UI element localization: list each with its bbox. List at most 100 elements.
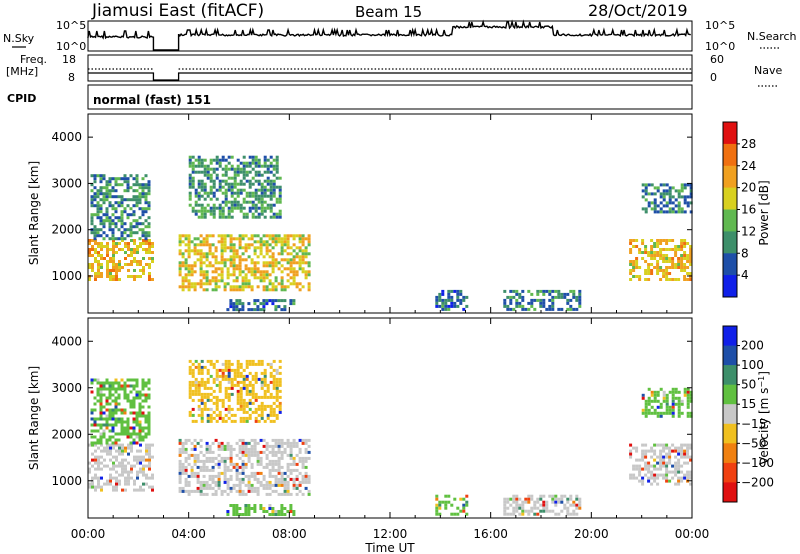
data-cell bbox=[578, 292, 582, 296]
data-cell bbox=[229, 261, 233, 265]
data-cell bbox=[269, 395, 273, 399]
data-cell bbox=[266, 179, 270, 183]
data-cell bbox=[99, 381, 103, 385]
data-cell bbox=[248, 413, 252, 417]
data-cell bbox=[99, 423, 103, 427]
data-cell bbox=[188, 368, 192, 372]
data-cell bbox=[117, 387, 121, 391]
data-cell bbox=[518, 301, 522, 305]
data-cell bbox=[268, 261, 272, 265]
data-cell bbox=[124, 449, 127, 453]
data-cell bbox=[126, 393, 130, 397]
data-cell bbox=[202, 252, 206, 256]
data-cell bbox=[220, 441, 224, 445]
nsearch-tick-bottom: 10^0 bbox=[705, 40, 735, 53]
data-cell bbox=[292, 249, 296, 253]
data-cell bbox=[263, 179, 267, 183]
data-cell bbox=[105, 195, 109, 199]
data-cell bbox=[247, 243, 251, 247]
data-cell bbox=[126, 417, 130, 421]
data-cell bbox=[465, 295, 469, 299]
data-cell bbox=[647, 470, 651, 474]
data-cell bbox=[203, 386, 207, 390]
data-cell bbox=[248, 170, 252, 174]
data-cell bbox=[123, 228, 127, 232]
data-cell bbox=[145, 263, 148, 266]
data-cell bbox=[265, 270, 269, 274]
data-cell bbox=[671, 266, 675, 269]
data-cell bbox=[653, 464, 657, 468]
data-cell bbox=[91, 239, 94, 242]
data-cell bbox=[124, 263, 127, 266]
data-cell bbox=[262, 483, 266, 487]
data-cell bbox=[196, 252, 200, 256]
data-cell bbox=[227, 386, 231, 390]
data-cell bbox=[647, 254, 651, 257]
data-cell bbox=[109, 257, 112, 260]
data-cell bbox=[257, 179, 261, 183]
data-cell bbox=[224, 215, 228, 219]
data-cell bbox=[200, 170, 204, 174]
data-cell bbox=[90, 219, 94, 223]
data-cell bbox=[274, 438, 278, 442]
data-cell bbox=[435, 301, 439, 305]
data-cell bbox=[235, 483, 239, 487]
data-cell bbox=[256, 299, 260, 303]
time-axis-label: Time UT bbox=[364, 541, 415, 554]
data-cell bbox=[217, 447, 221, 451]
data-cell bbox=[221, 368, 225, 372]
data-cell bbox=[112, 461, 115, 465]
data-cell bbox=[653, 411, 657, 415]
data-cell bbox=[265, 276, 269, 280]
data-cell bbox=[244, 444, 248, 448]
power-data-cells bbox=[88, 155, 693, 312]
data-cell bbox=[272, 164, 276, 168]
data-cell bbox=[191, 167, 195, 171]
data-cell bbox=[280, 441, 284, 445]
data-cell bbox=[253, 249, 257, 253]
data-cell bbox=[659, 449, 663, 453]
data-cell bbox=[209, 197, 213, 201]
data-cell bbox=[272, 167, 276, 171]
data-cell bbox=[135, 381, 139, 385]
data-cell bbox=[105, 402, 109, 406]
data-cell bbox=[88, 485, 91, 489]
data-cell bbox=[127, 470, 130, 474]
data-cell bbox=[139, 467, 142, 471]
data-cell bbox=[257, 161, 261, 165]
data-cell bbox=[435, 494, 439, 498]
data-cell bbox=[668, 210, 672, 214]
data-cell bbox=[139, 455, 142, 459]
data-cell bbox=[230, 407, 234, 411]
colorbar-swatch bbox=[723, 482, 737, 503]
data-cell bbox=[109, 278, 112, 281]
data-cell bbox=[105, 207, 109, 211]
data-cell bbox=[244, 507, 248, 510]
data-cell bbox=[229, 447, 233, 451]
data-cell bbox=[205, 459, 209, 463]
data-cell bbox=[515, 509, 519, 513]
data-cell bbox=[671, 207, 675, 211]
data-cell bbox=[242, 407, 246, 411]
data-cell bbox=[221, 200, 225, 204]
data-cell bbox=[129, 207, 133, 211]
data-cell bbox=[268, 237, 272, 241]
data-cell bbox=[141, 195, 145, 199]
data-cell bbox=[247, 507, 251, 510]
data-cell bbox=[259, 243, 263, 247]
data-cell bbox=[677, 189, 681, 193]
data-cell bbox=[206, 359, 210, 363]
data-cell bbox=[265, 285, 269, 289]
data-cell bbox=[671, 257, 675, 260]
data-cell bbox=[653, 393, 657, 397]
y-tick-label: 2000 bbox=[51, 223, 82, 237]
data-cell bbox=[208, 444, 212, 448]
data-cell bbox=[97, 446, 100, 450]
data-cell bbox=[683, 449, 687, 453]
data-cell bbox=[236, 206, 240, 210]
data-cell bbox=[223, 261, 227, 265]
data-cell bbox=[280, 513, 284, 516]
data-cell bbox=[268, 468, 272, 472]
data-cell bbox=[90, 213, 94, 217]
data-cell bbox=[193, 246, 197, 250]
